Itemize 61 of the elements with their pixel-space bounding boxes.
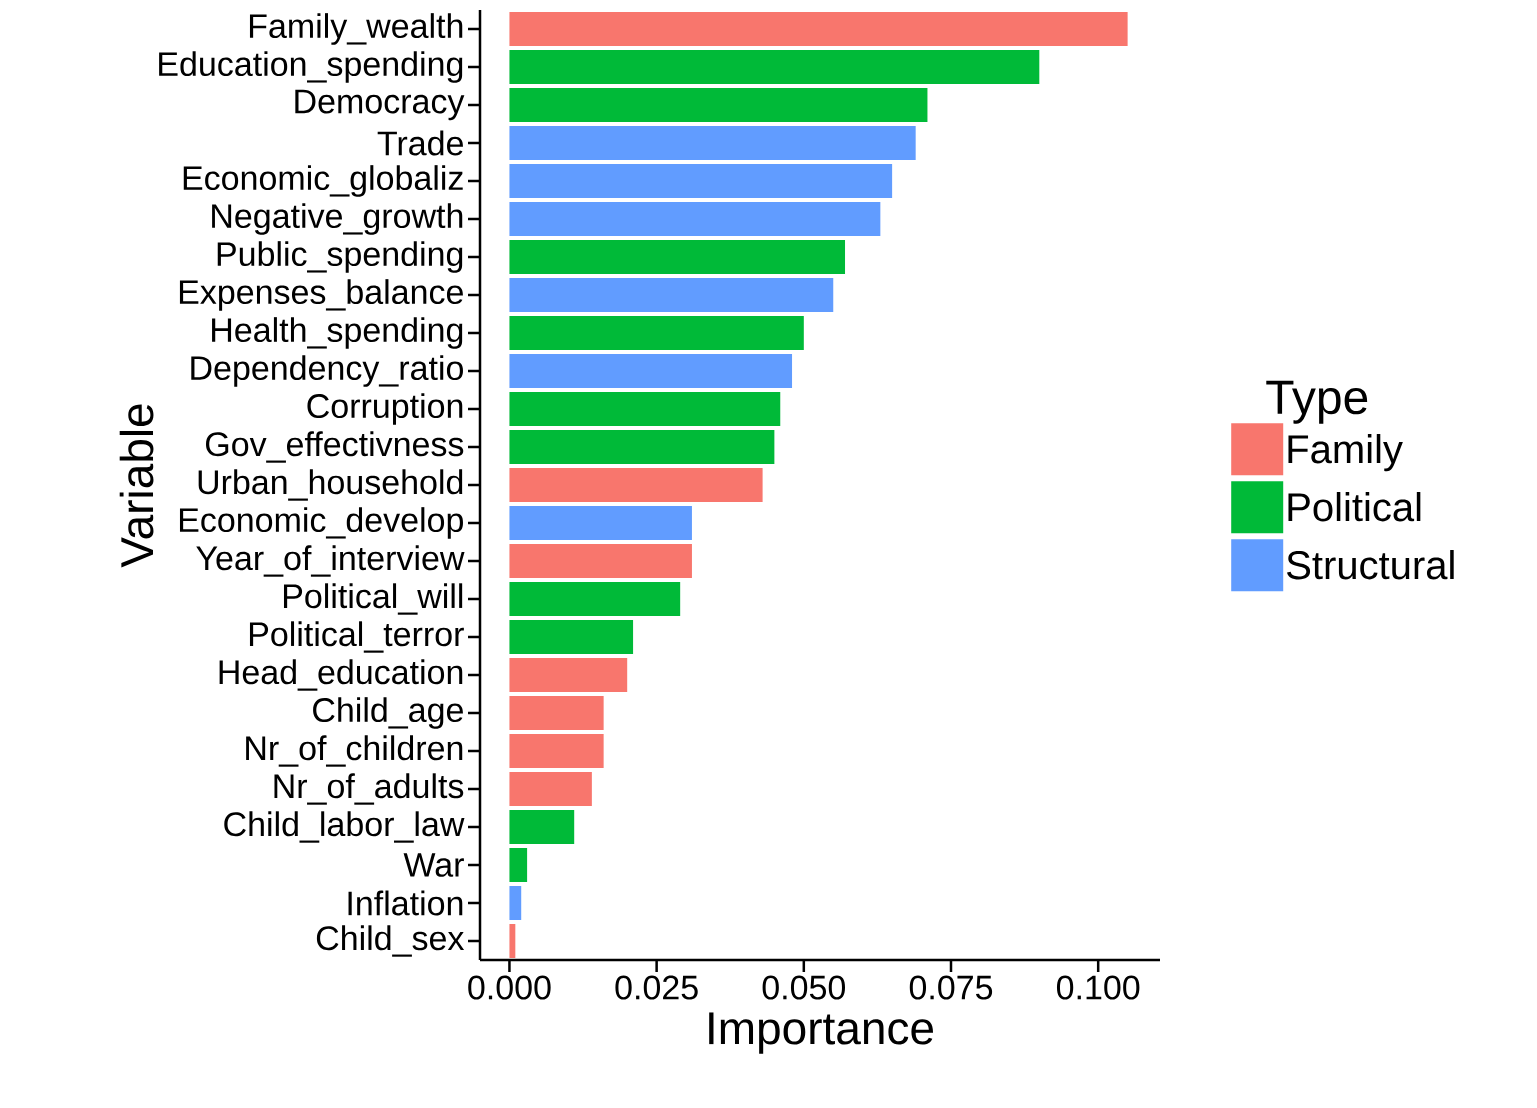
bar bbox=[509, 582, 681, 616]
bar bbox=[509, 886, 522, 920]
bar bbox=[509, 772, 592, 806]
y-tick-label: Child_age bbox=[313, 697, 463, 729]
y-tick-label: War bbox=[403, 853, 464, 877]
bar bbox=[509, 88, 928, 122]
y-tick-label: Economic_develop bbox=[179, 507, 463, 539]
y-tick-label: Negative_growth bbox=[212, 203, 463, 235]
bar bbox=[509, 126, 916, 160]
y-tick-label: Corruption bbox=[307, 393, 463, 425]
legend-label: Political bbox=[1288, 492, 1421, 522]
y-axis-title: Variable bbox=[119, 404, 154, 568]
y-tick-label: Trade bbox=[377, 130, 463, 156]
x-axis-title: Importance bbox=[709, 1012, 933, 1054]
bar bbox=[509, 240, 846, 274]
legend-label: Structural bbox=[1287, 550, 1454, 580]
x-tick-label: 0.075 bbox=[909, 975, 993, 1000]
y-tick-label: Political_terror bbox=[249, 621, 464, 653]
x-tick-label: 0.050 bbox=[762, 975, 846, 1000]
y-tick-label: Education_spending bbox=[159, 51, 463, 83]
bar bbox=[509, 316, 804, 350]
bar bbox=[509, 278, 834, 312]
bar bbox=[509, 810, 575, 844]
y-tick-label: Health_spending bbox=[212, 317, 463, 349]
x-tick-label: 0.000 bbox=[468, 975, 551, 1000]
bar bbox=[509, 50, 1040, 84]
bar bbox=[509, 354, 793, 388]
y-tick-label: Child_labor_law bbox=[224, 811, 465, 843]
bar bbox=[509, 12, 1128, 46]
bar bbox=[509, 202, 881, 236]
y-tick-label: Dependency_ratio bbox=[191, 355, 463, 387]
bar bbox=[509, 544, 692, 578]
bar bbox=[509, 848, 528, 882]
bar bbox=[509, 734, 604, 768]
y-tick-label: Urban_household bbox=[198, 469, 463, 501]
legend-label: Family bbox=[1288, 434, 1403, 472]
bar bbox=[509, 468, 763, 502]
y-tick-label: Head_education bbox=[219, 659, 463, 691]
y-tick-label: Gov_effectivness bbox=[206, 431, 464, 463]
y-tick-label: Child_sex bbox=[316, 925, 465, 957]
bar bbox=[509, 696, 604, 730]
y-tick-label: Political_will bbox=[283, 583, 463, 615]
bar bbox=[509, 164, 893, 198]
x-tick-label: 0.025 bbox=[615, 975, 698, 1000]
y-tick-label: Public_spending bbox=[217, 241, 463, 273]
y-tick-label: Nr_of_adults bbox=[274, 773, 464, 805]
y-tick-label: Inflation bbox=[348, 890, 463, 916]
y-tick-label: Democracy bbox=[295, 89, 465, 121]
legend-title: Type bbox=[1266, 380, 1368, 424]
y-tick-label: Expenses_balance bbox=[179, 279, 463, 311]
y-tick-label: Year_of_interview bbox=[196, 545, 465, 577]
x-tick-label: 0.100 bbox=[1056, 975, 1140, 1000]
y-tick-label: Family_wealth bbox=[249, 13, 463, 45]
y-tick-label: Nr_of_children bbox=[246, 735, 463, 767]
y-tick-label: Economic_globaliz bbox=[183, 165, 463, 197]
bar bbox=[509, 658, 628, 692]
bar bbox=[509, 430, 775, 464]
bar bbox=[509, 506, 692, 540]
bar bbox=[509, 924, 516, 958]
bar bbox=[509, 392, 781, 426]
bar bbox=[509, 620, 634, 654]
